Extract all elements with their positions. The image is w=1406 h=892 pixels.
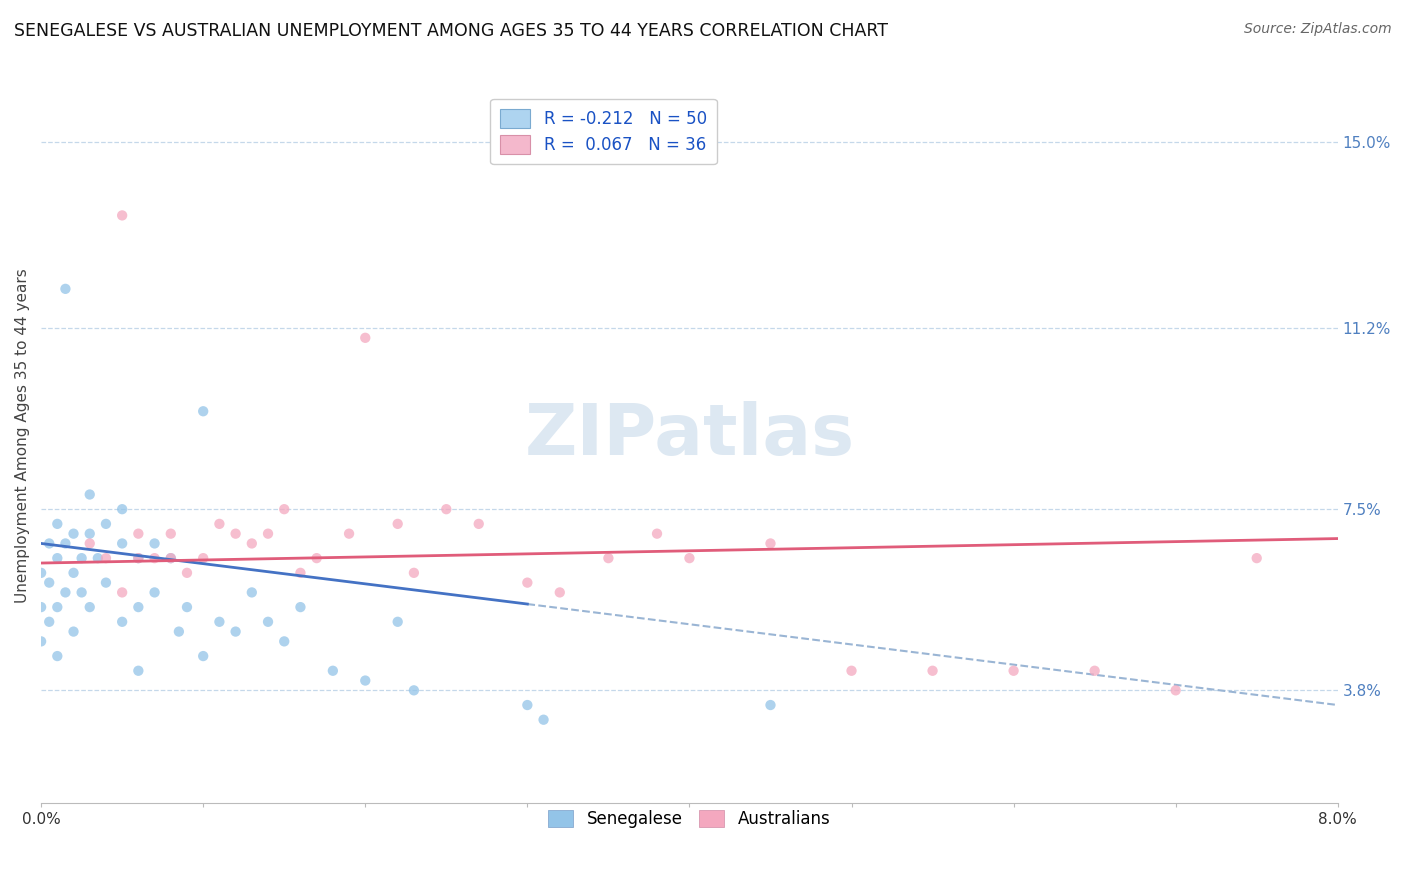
Point	[516, 575, 538, 590]
Point	[1246, 551, 1268, 566]
Point	[193, 551, 215, 566]
Point	[193, 404, 215, 418]
Point	[127, 551, 149, 566]
Point	[290, 600, 312, 615]
Point	[257, 526, 280, 541]
Point	[176, 600, 198, 615]
Point	[62, 526, 84, 541]
Point	[598, 551, 620, 566]
Point	[516, 698, 538, 712]
Point	[127, 551, 149, 566]
Point	[921, 664, 943, 678]
Point	[30, 600, 52, 615]
Point	[1164, 683, 1187, 698]
Point	[127, 664, 149, 678]
Point	[273, 634, 295, 648]
Point	[387, 516, 409, 531]
Point	[208, 615, 231, 629]
Point	[678, 551, 700, 566]
Point	[759, 698, 782, 712]
Point	[354, 673, 377, 688]
Point	[38, 575, 60, 590]
Point	[434, 502, 457, 516]
Point	[467, 516, 489, 531]
Point	[143, 551, 166, 566]
Point	[167, 624, 190, 639]
Point	[55, 585, 77, 599]
Point	[225, 624, 247, 639]
Point	[1002, 664, 1025, 678]
Point	[46, 649, 69, 664]
Point	[79, 487, 101, 501]
Point	[30, 634, 52, 648]
Point	[1084, 664, 1107, 678]
Point	[55, 536, 77, 550]
Point	[548, 585, 571, 599]
Point	[159, 526, 181, 541]
Point	[402, 683, 425, 698]
Point	[127, 526, 149, 541]
Point	[70, 585, 93, 599]
Point	[841, 664, 863, 678]
Text: SENEGALESE VS AUSTRALIAN UNEMPLOYMENT AMONG AGES 35 TO 44 YEARS CORRELATION CHAR: SENEGALESE VS AUSTRALIAN UNEMPLOYMENT AM…	[14, 22, 889, 40]
Point	[79, 526, 101, 541]
Text: Source: ZipAtlas.com: Source: ZipAtlas.com	[1244, 22, 1392, 37]
Point	[94, 575, 117, 590]
Point	[533, 713, 555, 727]
Point	[94, 516, 117, 531]
Point	[322, 664, 344, 678]
Point	[111, 585, 134, 599]
Point	[62, 624, 84, 639]
Point	[38, 615, 60, 629]
Point	[143, 585, 166, 599]
Point	[111, 502, 134, 516]
Point	[759, 536, 782, 550]
Point	[257, 615, 280, 629]
Point	[94, 551, 117, 566]
Point	[208, 516, 231, 531]
Point	[387, 615, 409, 629]
Point	[46, 551, 69, 566]
Point	[79, 600, 101, 615]
Point	[70, 551, 93, 566]
Point	[159, 551, 181, 566]
Point	[176, 566, 198, 580]
Point	[354, 331, 377, 345]
Point	[111, 208, 134, 222]
Point	[30, 566, 52, 580]
Point	[111, 615, 134, 629]
Point	[159, 551, 181, 566]
Point	[337, 526, 360, 541]
Point	[46, 516, 69, 531]
Point	[55, 282, 77, 296]
Legend: Senegalese, Australians: Senegalese, Australians	[541, 804, 837, 835]
Point	[273, 502, 295, 516]
Point	[240, 536, 263, 550]
Point	[87, 551, 110, 566]
Point	[79, 536, 101, 550]
Point	[402, 566, 425, 580]
Point	[143, 536, 166, 550]
Point	[111, 536, 134, 550]
Point	[193, 649, 215, 664]
Text: ZIPatlas: ZIPatlas	[524, 401, 855, 470]
Point	[127, 600, 149, 615]
Point	[46, 600, 69, 615]
Point	[305, 551, 328, 566]
Point	[62, 566, 84, 580]
Y-axis label: Unemployment Among Ages 35 to 44 years: Unemployment Among Ages 35 to 44 years	[15, 268, 30, 603]
Point	[290, 566, 312, 580]
Point	[645, 526, 668, 541]
Point	[225, 526, 247, 541]
Point	[38, 536, 60, 550]
Point	[240, 585, 263, 599]
